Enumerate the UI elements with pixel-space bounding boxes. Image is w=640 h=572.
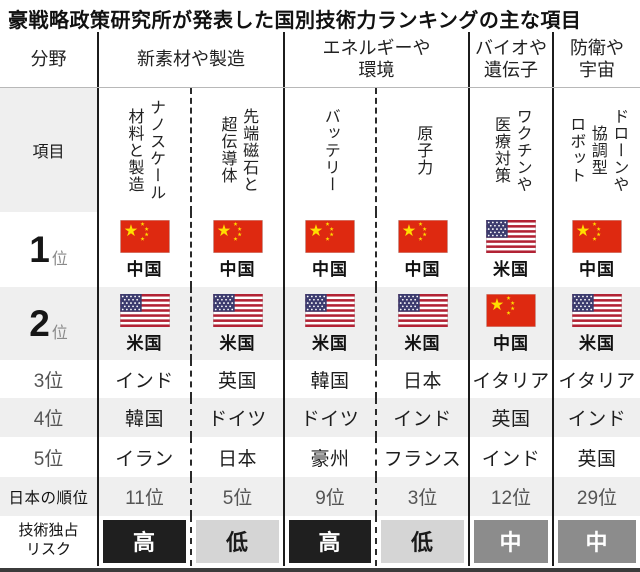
rank1-col3: 中国 bbox=[305, 219, 355, 280]
group-energy-environment: エネルギーや 環境 bbox=[285, 32, 470, 87]
group-bio-genetics: バイオや 遺伝子 bbox=[470, 32, 554, 87]
rank4-col3: ドイツ bbox=[285, 398, 377, 437]
rank5-col6: 英国 bbox=[577, 448, 617, 470]
field-label: 分野 bbox=[0, 32, 99, 87]
china-flag-icon bbox=[486, 293, 536, 327]
rank2-col1: 米国 bbox=[119, 293, 170, 354]
item-nanoscale: ナノスケール 材料と製造 bbox=[99, 88, 192, 212]
us-flag-icon bbox=[572, 293, 622, 327]
us-flag-icon bbox=[397, 293, 448, 327]
item-drones-robots: ドローンや 協調型 ロボット bbox=[567, 107, 628, 193]
rank1-col4: 中国 bbox=[397, 219, 448, 280]
field-header-row: 分野 新素材や製造 エネルギーや 環境 バイオや 遺伝子 防衛や 宇宙 bbox=[0, 32, 640, 87]
rank-4-label: 4位 bbox=[0, 398, 99, 437]
rank-5-label: 5位 bbox=[0, 437, 99, 477]
risk-badge-low: 低 bbox=[381, 519, 464, 563]
rank3-col1: インド bbox=[99, 360, 192, 398]
rank1-col5: 米国 bbox=[486, 219, 536, 280]
rank4-col4: インド bbox=[377, 398, 470, 437]
rank4-col5: 英国 bbox=[470, 398, 554, 437]
rank2-col5: 中国 bbox=[486, 293, 536, 354]
rank-4-row: 4位 韓国 ドイツ ドイツ インド 英国 インド bbox=[0, 398, 640, 437]
item-nuclear: 原子力 bbox=[377, 88, 470, 212]
item-header-row: 項目 ナノスケール 材料と製造 先端磁石と 超伝導体 バッテリー 原子力 ワクチ… bbox=[0, 87, 640, 212]
japan-rank-label: 日本の順位 bbox=[0, 477, 99, 516]
group-defense-space: 防衛や 宇宙 bbox=[570, 37, 624, 80]
risk-badge-low: 低 bbox=[196, 519, 279, 563]
rank3-col6: イタリア bbox=[558, 370, 636, 392]
risk-badge-high: 高 bbox=[103, 519, 186, 563]
japan-rank-col2: 5位 bbox=[192, 477, 285, 516]
rank4-col2: ドイツ bbox=[192, 398, 285, 437]
item-label: 項目 bbox=[0, 88, 99, 212]
rank4-col6: インド bbox=[554, 398, 640, 437]
china-flag-icon bbox=[119, 219, 170, 253]
rank3-col5: イタリア bbox=[470, 360, 554, 398]
japan-rank-col5: 12位 bbox=[470, 477, 554, 516]
item-vaccines-medical: ワクチンや 医療対策 bbox=[470, 88, 554, 212]
risk-badge-mid: 中 bbox=[474, 519, 548, 563]
us-flag-icon bbox=[305, 293, 355, 327]
item-battery: バッテリー bbox=[285, 88, 377, 212]
rank5-col5: インド bbox=[470, 437, 554, 477]
rank2-col4: 米国 bbox=[397, 293, 448, 354]
bottom-rule bbox=[0, 568, 640, 572]
rank1-col6: 中国 bbox=[572, 219, 622, 280]
rank1-col2: 中国 bbox=[212, 219, 263, 280]
rank3-col3: 韓国 bbox=[285, 360, 377, 398]
japan-rank-col4: 3位 bbox=[377, 477, 470, 516]
risk-label: 技術独占 リスク bbox=[0, 516, 99, 566]
china-flag-icon bbox=[305, 219, 355, 253]
us-flag-icon bbox=[119, 293, 170, 327]
china-flag-icon bbox=[212, 219, 263, 253]
rank-5-row: 5位 イラン 日本 豪州 フランス インド 英国 bbox=[0, 437, 640, 477]
us-flag-icon bbox=[212, 293, 263, 327]
item-magnets-superconductors: 先端磁石と 超伝導体 bbox=[192, 88, 285, 212]
rank1-col1: 中国 bbox=[119, 219, 170, 280]
japan-rank-col1: 11位 bbox=[99, 477, 192, 516]
china-flag-icon bbox=[397, 219, 448, 253]
risk-row: 技術独占 リスク 高 低 高 低 中 中 bbox=[0, 516, 640, 566]
rank-3-label: 3位 bbox=[0, 360, 99, 398]
rank-3-row: 3位 インド 英国 韓国 日本 イタリア イタリア bbox=[0, 360, 640, 398]
rank3-col2: 英国 bbox=[192, 360, 285, 398]
risk-badge-high: 高 bbox=[289, 519, 371, 563]
rank5-col1: イラン bbox=[99, 437, 192, 477]
rank2-col6: 米国 bbox=[572, 293, 622, 354]
rank2-col2: 米国 bbox=[212, 293, 263, 354]
japan-rank-col3: 9位 bbox=[285, 477, 377, 516]
japan-rank-row: 日本の順位 11位 5位 9位 3位 12位 29位 bbox=[0, 477, 640, 516]
group-new-materials: 新素材や製造 bbox=[99, 32, 285, 87]
rank2-col3: 米国 bbox=[305, 293, 355, 354]
rank3-col4: 日本 bbox=[377, 360, 470, 398]
rank5-col2: 日本 bbox=[192, 437, 285, 477]
china-flag-icon bbox=[572, 219, 622, 253]
japan-rank-col6: 29位 bbox=[554, 477, 640, 516]
page-title: 豪戦略政策研究所が発表した国別技術力ランキングの主な項目 bbox=[8, 10, 582, 32]
risk-badge-mid: 中 bbox=[558, 519, 636, 563]
rank4-col1: 韓国 bbox=[99, 398, 192, 437]
rank5-col4: フランス bbox=[377, 437, 470, 477]
us-flag-icon bbox=[486, 219, 536, 253]
rank5-col3: 豪州 bbox=[285, 437, 377, 477]
